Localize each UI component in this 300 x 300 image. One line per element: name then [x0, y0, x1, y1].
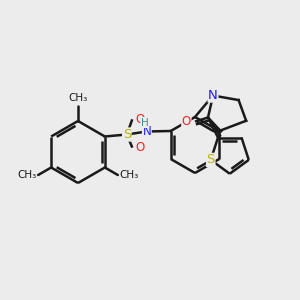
Text: O: O: [182, 115, 191, 128]
Text: S: S: [206, 153, 215, 167]
Text: N: N: [142, 125, 151, 138]
Text: CH₃: CH₃: [120, 170, 139, 180]
Text: H: H: [141, 118, 149, 128]
Text: CH₃: CH₃: [17, 170, 36, 180]
Text: S: S: [123, 128, 131, 141]
Text: O: O: [136, 141, 145, 154]
Text: O: O: [136, 113, 145, 126]
Text: CH₃: CH₃: [68, 93, 88, 103]
Text: N: N: [208, 89, 218, 102]
